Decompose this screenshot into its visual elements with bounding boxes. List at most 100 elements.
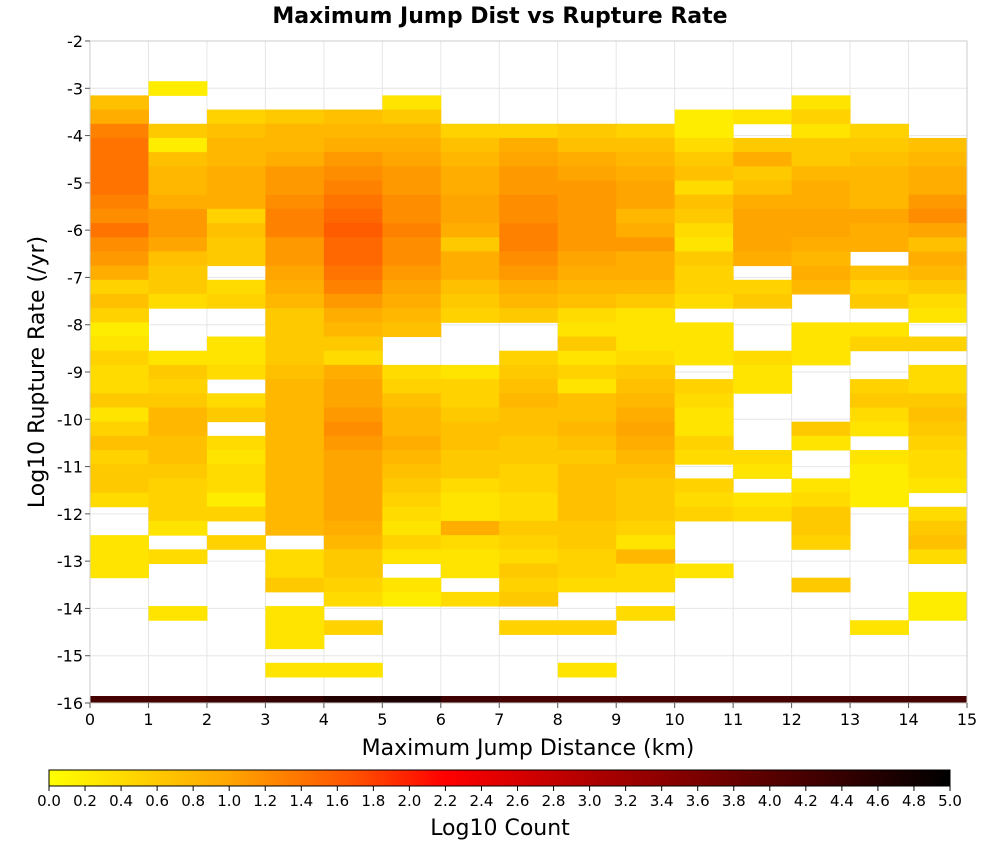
colorbar-tick-label: 4.8 (902, 792, 926, 810)
heatmap-cell (850, 137, 910, 153)
y-axis-label: Log10 Rupture Rate (/yr) (25, 236, 50, 508)
heatmap-cell (616, 237, 676, 252)
heatmap-cell (440, 696, 500, 703)
heatmap-cell (90, 109, 149, 125)
heatmap-cell (148, 166, 208, 181)
heatmap-cell (323, 109, 383, 125)
heatmap-cell (323, 520, 383, 536)
heatmap-cell (265, 577, 325, 593)
heatmap-cell (440, 180, 500, 196)
heatmap-cell (323, 308, 383, 323)
heatmap-cell (265, 137, 325, 153)
heatmap-cell (791, 166, 851, 181)
heatmap-cells (90, 81, 968, 703)
heatmap-cell (148, 450, 208, 465)
y-tick-label: -12 (57, 505, 83, 524)
heatmap-cell (733, 293, 793, 309)
heatmap-cell (90, 265, 149, 281)
heatmap-cell (90, 123, 149, 139)
heatmap-cell (90, 279, 149, 295)
heatmap-cell (265, 662, 325, 678)
heatmap-cell (791, 251, 851, 267)
heatmap-cell (265, 293, 325, 309)
colorbar-tick-label: 0.2 (73, 792, 97, 810)
heatmap-cell (733, 350, 793, 366)
heatmap-cell (791, 279, 851, 295)
heatmap-cell (791, 492, 851, 508)
heatmap-cell (557, 662, 617, 678)
heatmap-cell (499, 293, 559, 309)
heatmap-cell (499, 520, 559, 536)
heatmap-cell (382, 237, 442, 252)
heatmap-cell (323, 364, 383, 380)
heatmap-cell (908, 137, 968, 153)
heatmap-cell (850, 293, 910, 309)
heatmap-cell (90, 251, 149, 267)
heatmap-cell (791, 435, 851, 451)
heatmap-cell (440, 152, 500, 167)
heatmap-cell (323, 237, 383, 252)
heatmap-cell (265, 696, 325, 703)
heatmap-cell (265, 450, 325, 465)
heatmap-cell (265, 166, 325, 181)
heatmap-cell (206, 535, 266, 550)
heatmap-cell (440, 137, 500, 153)
heatmap-cell (499, 223, 559, 238)
heatmap-cell (674, 237, 734, 252)
heatmap-cell (382, 379, 442, 394)
heatmap-cell (323, 123, 383, 139)
heatmap-cell (791, 95, 851, 111)
heatmap-cell (850, 478, 910, 494)
heatmap-cell (148, 492, 208, 508)
heatmap-cell (908, 336, 968, 352)
x-tick-label: 12 (781, 710, 801, 729)
heatmap-cell (90, 379, 149, 394)
heatmap-cell (791, 520, 851, 536)
heatmap-cell (499, 464, 559, 479)
y-tick-label: -3 (67, 79, 83, 98)
heatmap-cell (616, 506, 676, 522)
heatmap-cell (616, 606, 676, 621)
heatmap-cell (908, 208, 968, 224)
heatmap-cell (908, 180, 968, 196)
heatmap-cell (148, 251, 208, 267)
heatmap-cell (440, 549, 500, 565)
heatmap-cell (148, 279, 208, 295)
heatmap-cell (499, 152, 559, 167)
heatmap-cell (616, 364, 676, 380)
heatmap-cell (908, 520, 968, 536)
heatmap-cell (499, 421, 559, 437)
colorbar (48, 769, 951, 787)
heatmap-cell (90, 166, 149, 181)
heatmap-cell (791, 336, 851, 352)
heatmap-cell (850, 208, 910, 224)
heatmap-cell (908, 696, 968, 703)
heatmap-cell (499, 180, 559, 196)
heatmap-cell (616, 322, 676, 338)
heatmap-cell (382, 251, 442, 267)
heatmap-cell (791, 506, 851, 522)
heatmap-cell (674, 421, 734, 437)
heatmap-cell (90, 350, 149, 366)
heatmap-cell (206, 208, 266, 224)
x-tick-label: 9 (611, 710, 621, 729)
heatmap-cell (265, 464, 325, 479)
heatmap-cell (90, 293, 149, 309)
y-tick-label: -9 (67, 363, 83, 382)
heatmap-cell (382, 308, 442, 323)
heatmap-cell (90, 194, 149, 210)
heatmap-cell (265, 492, 325, 508)
heatmap-cell (323, 563, 383, 579)
heatmap-cell (850, 279, 910, 295)
heatmap-cell (440, 308, 500, 323)
colorbar-tick-label: 1.6 (325, 792, 349, 810)
heatmap-cell (850, 407, 910, 423)
heatmap-cell (908, 435, 968, 451)
heatmap-cell (557, 364, 617, 380)
heatmap-cell (382, 95, 442, 111)
heatmap-cell (382, 464, 442, 479)
heatmap-cell (382, 549, 442, 565)
heatmap-cell (323, 208, 383, 224)
heatmap-cell (265, 435, 325, 451)
